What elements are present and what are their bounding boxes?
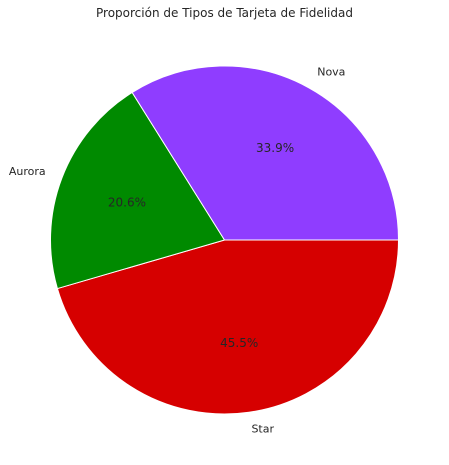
pie-slice-star: [56, 239, 400, 415]
percent-label-nova: 33.9%: [256, 141, 294, 155]
percent-label-star: 45.5%: [220, 336, 258, 350]
slice-label-star: Star: [251, 422, 274, 435]
pie-slice-nova: [131, 65, 400, 241]
percent-label-aurora: 20.6%: [108, 195, 146, 209]
slice-label-aurora: Aurora: [9, 165, 46, 178]
chart-title: Proporción de Tipos de Tarjeta de Fideli…: [96, 6, 353, 20]
pie-labels: Star 45.5% Aurora 20.6% Nova 33.9%: [9, 66, 346, 436]
pie-slices: [50, 65, 400, 415]
slice-label-nova: Nova: [317, 66, 345, 79]
pie-slice-aurora: [50, 91, 226, 290]
